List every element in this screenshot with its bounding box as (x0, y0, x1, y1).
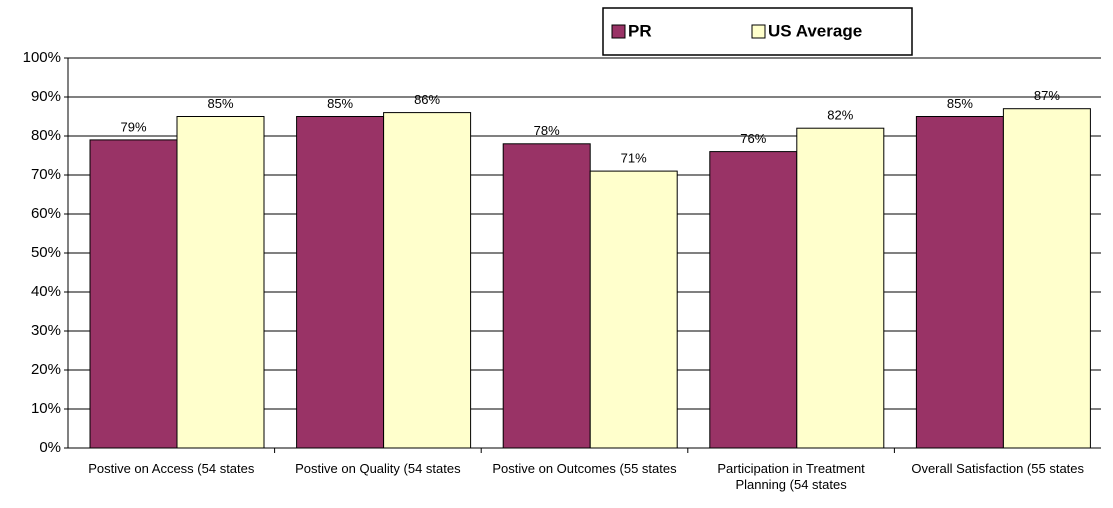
data-label: 71% (621, 151, 647, 166)
data-label: 85% (947, 96, 973, 111)
data-label: 86% (414, 92, 440, 107)
bar (176, 116, 265, 449)
bar (915, 116, 1004, 449)
data-label: 76% (740, 131, 766, 146)
x-tick-label: Participation in Treatment Planning (54 … (717, 461, 865, 492)
y-tick-label: 90% (31, 88, 61, 105)
y-tick-label: 100% (23, 49, 61, 66)
x-tick-label: Postive on Outcomes (55 states (492, 461, 677, 476)
x-tick-label: Postive on Quality (54 states (295, 461, 461, 476)
data-label: 85% (207, 96, 233, 111)
legend-swatch (751, 24, 766, 39)
y-tick-label: 60% (31, 205, 61, 222)
bar (796, 127, 885, 449)
x-tick-label-box: Postive on Access (54 states (88, 461, 255, 476)
bar (89, 139, 178, 449)
data-label: 82% (827, 108, 853, 123)
x-tick-label-box: Overall Satisfaction (55 states (911, 461, 1085, 476)
x-tick-label-box: Postive on Outcomes (55 states (492, 461, 677, 476)
y-tick-label: 30% (31, 322, 61, 339)
x-tick-label: Postive on Access (54 states (88, 461, 255, 476)
legend-label: PR (628, 21, 652, 40)
y-tick-label: 70% (31, 166, 61, 183)
bar (383, 112, 472, 449)
data-label: 85% (327, 96, 353, 111)
bar (502, 143, 591, 449)
x-tick-label-box: Participation in Treatment Planning (54 … (717, 461, 865, 492)
y-tick-label: 80% (31, 127, 61, 144)
bar (709, 151, 798, 449)
x-tick-label-box: Postive on Quality (54 states (295, 461, 461, 476)
data-label: 87% (1034, 88, 1060, 103)
legend-label: US Average (768, 21, 862, 40)
data-label: 78% (534, 123, 560, 138)
bar (589, 170, 678, 449)
y-tick-label: 10% (31, 400, 61, 417)
y-tick-label: 40% (31, 283, 61, 300)
x-tick-label: Overall Satisfaction (55 states (911, 461, 1085, 476)
bar (1002, 108, 1091, 449)
legend-swatch (611, 24, 626, 39)
y-tick-label: 20% (31, 361, 61, 378)
y-tick-label: 0% (39, 439, 61, 456)
bar (296, 116, 385, 449)
y-tick-label: 50% (31, 244, 61, 261)
data-label: 79% (120, 119, 146, 134)
